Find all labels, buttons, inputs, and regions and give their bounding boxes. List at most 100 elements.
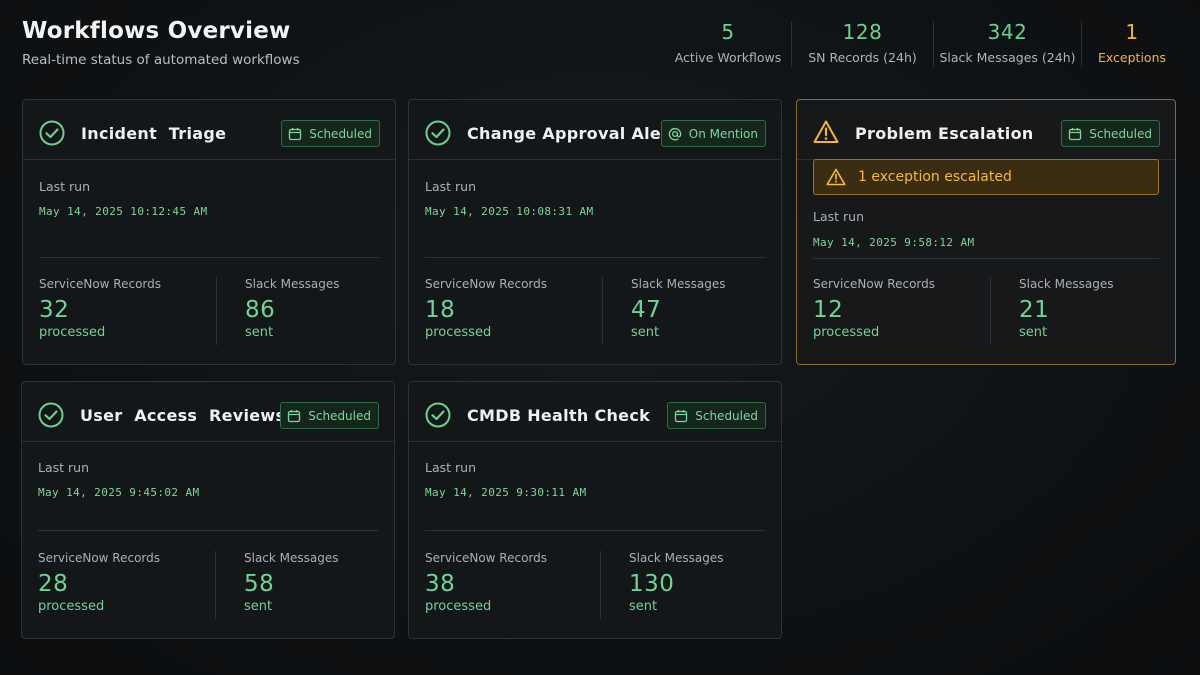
- workflow-card-problem-escalation[interactable]: Problem Escalation Scheduled 1 exception…: [796, 99, 1176, 365]
- stat-exceptions[interactable]: 1 Exceptions: [1082, 20, 1182, 68]
- metric-unit: processed: [425, 599, 492, 614]
- metric-value: 32: [39, 297, 70, 323]
- card-divider: [813, 258, 1159, 259]
- trigger-label: Scheduled: [309, 126, 372, 141]
- summary-stats: 5 Active Workflows 128 SN Records (24h) …: [665, 20, 1182, 68]
- stat-label: SN Records (24h): [808, 50, 917, 65]
- metric-unit: processed: [813, 325, 880, 340]
- card-header: CMDB Health Check Scheduled: [409, 382, 781, 442]
- workflow-card-incident-triage[interactable]: Incident Triage Scheduled Last run May 1…: [22, 99, 396, 365]
- sn-records-metric: ServiceNow Records 38 processed: [425, 551, 595, 614]
- metric-unit: sent: [629, 599, 658, 614]
- stat-label: Exceptions: [1097, 50, 1167, 65]
- metric-value: 12: [813, 297, 844, 323]
- metric-unit: processed: [425, 325, 492, 340]
- workflow-name: Change Approval Alerts: [467, 124, 688, 143]
- metric-unit: sent: [245, 325, 274, 340]
- sn-records-metric: ServiceNow Records 28 processed: [38, 551, 208, 614]
- stat-divider: [791, 21, 792, 67]
- stat-value: 128: [842, 20, 883, 44]
- last-run-time: May 14, 2025 9:58:12 AM: [813, 236, 975, 249]
- warning-triangle-icon: [813, 120, 839, 143]
- workflow-card-user-access-reviews[interactable]: User Access Reviews Scheduled Last run M…: [21, 381, 395, 639]
- metric-unit: sent: [244, 599, 273, 614]
- stat-value: 1: [1125, 20, 1139, 44]
- metric-label: ServiceNow Records: [425, 277, 548, 291]
- metric-value: 130: [629, 571, 675, 597]
- last-run-time: May 14, 2025 9:45:02 AM: [38, 486, 200, 499]
- metric-value: 18: [425, 297, 456, 323]
- slack-messages-metric: Slack Messages 86 sent: [245, 277, 415, 340]
- exception-text: 1 exception escalated: [858, 169, 1012, 185]
- calendar-icon: [1069, 127, 1082, 140]
- trigger-badge[interactable]: On Mention: [660, 120, 766, 147]
- calendar-icon: [288, 409, 301, 422]
- check-circle-icon: [425, 402, 451, 428]
- sn-records-metric: ServiceNow Records 32 processed: [39, 277, 209, 340]
- metric-value: 38: [425, 571, 456, 597]
- stat-slack-messages: 342 Slack Messages (24h): [934, 20, 1081, 68]
- card-divider: [39, 257, 379, 258]
- page-subtitle: Real-time status of automated workflows: [22, 52, 300, 68]
- trigger-badge[interactable]: Scheduled: [280, 402, 379, 429]
- metric-unit: processed: [39, 325, 106, 340]
- check-circle-icon: [38, 402, 64, 428]
- metric-value: 21: [1019, 297, 1050, 323]
- stat-label: Slack Messages (24h): [939, 50, 1076, 65]
- check-circle-icon: [39, 120, 65, 146]
- trigger-badge[interactable]: Scheduled: [281, 120, 380, 147]
- card-divider: [425, 257, 765, 258]
- metric-divider: [216, 277, 217, 345]
- metric-value: 58: [244, 571, 275, 597]
- trigger-label: Scheduled: [695, 408, 758, 423]
- last-run-label: Last run: [39, 179, 90, 194]
- last-run-time: May 14, 2025 10:08:31 AM: [425, 205, 594, 218]
- workflow-name: Incident Triage: [81, 124, 227, 143]
- warning-triangle-icon: [826, 168, 846, 186]
- stat-divider: [1081, 21, 1082, 67]
- metric-value: 47: [631, 297, 662, 323]
- card-header: User Access Reviews Scheduled: [22, 382, 394, 442]
- metric-label: Slack Messages: [1019, 277, 1114, 291]
- trigger-label: Scheduled: [308, 408, 371, 423]
- metric-unit: sent: [631, 325, 660, 340]
- metric-label: ServiceNow Records: [425, 551, 548, 565]
- sn-records-metric: ServiceNow Records 12 processed: [813, 277, 983, 340]
- workflow-name: Problem Escalation: [855, 124, 1034, 143]
- metric-value: 28: [38, 571, 69, 597]
- trigger-badge[interactable]: Scheduled: [667, 402, 766, 429]
- metric-divider: [602, 277, 603, 345]
- trigger-badge[interactable]: Scheduled: [1061, 120, 1160, 147]
- last-run-label: Last run: [813, 209, 864, 224]
- last-run-time: May 14, 2025 9:30:11 AM: [425, 486, 587, 499]
- card-header: Problem Escalation Scheduled: [797, 100, 1175, 160]
- card-header: Change Approval Alerts On Mention: [409, 100, 781, 160]
- stat-divider: [933, 21, 934, 67]
- card-divider: [38, 530, 378, 531]
- last-run-label: Last run: [38, 460, 89, 475]
- metric-value: 86: [245, 297, 276, 323]
- card-divider: [425, 530, 765, 531]
- metric-unit: processed: [38, 599, 105, 614]
- stat-label: Active Workflows: [674, 50, 782, 65]
- last-run-label: Last run: [425, 460, 476, 475]
- workflow-card-cmdb-health-check[interactable]: CMDB Health Check Scheduled Last run May…: [408, 381, 782, 639]
- trigger-label: On Mention: [688, 126, 758, 141]
- metric-divider: [600, 551, 601, 619]
- metric-label: ServiceNow Records: [38, 551, 161, 565]
- calendar-icon: [675, 409, 688, 422]
- exception-alert[interactable]: 1 exception escalated: [813, 159, 1159, 195]
- calendar-icon: [289, 127, 302, 140]
- workflow-card-change-approval-alerts[interactable]: Change Approval Alerts On Mention Last r…: [408, 99, 782, 365]
- metric-unit: sent: [1019, 325, 1048, 340]
- sn-records-metric: ServiceNow Records 18 processed: [425, 277, 595, 340]
- metric-label: Slack Messages: [245, 277, 340, 291]
- trigger-label: Scheduled: [1089, 126, 1152, 141]
- metric-divider: [215, 551, 216, 619]
- slack-messages-metric: Slack Messages 130 sent: [629, 551, 799, 614]
- page-title: Workflows Overview: [22, 18, 291, 44]
- slack-messages-metric: Slack Messages 47 sent: [631, 277, 801, 340]
- workflow-name: User Access Reviews: [80, 406, 286, 425]
- last-run-label: Last run: [425, 179, 476, 194]
- metric-label: Slack Messages: [629, 551, 724, 565]
